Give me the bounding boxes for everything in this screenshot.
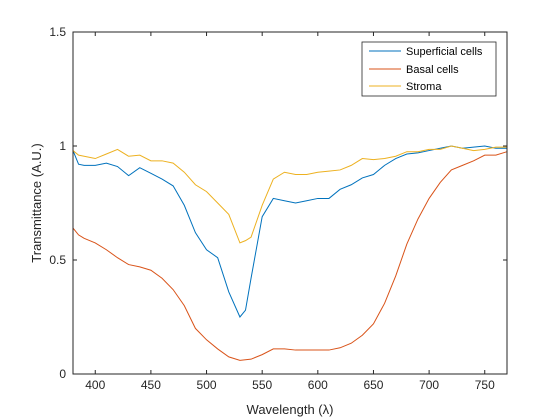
y-tick-label: 0.5 (49, 253, 66, 267)
series-line-superficial-cells (72, 145, 507, 318)
x-tick-label: 600 (308, 378, 328, 392)
y-tick-label: 0 (59, 367, 66, 381)
y-axis-ticks: 0 0.5 1 1.5 (49, 25, 507, 381)
y-axis-label: Transmittance (A.U.) (29, 143, 44, 262)
x-axis-label: Wavelength (λ) (247, 402, 334, 417)
series-layer (72, 145, 508, 361)
x-axis-ticks: 400 450 500 550 600 650 700 750 (85, 32, 495, 392)
legend-label-stroma: Stroma (406, 81, 442, 93)
x-tick-label: 700 (419, 378, 439, 392)
x-tick-label: 750 (475, 378, 495, 392)
legend-label-basal-cells: Basal cells (406, 64, 459, 76)
series-line-basal-cells (72, 151, 508, 361)
series-line-stroma (72, 145, 507, 244)
x-tick-label: 550 (252, 378, 272, 392)
axes-box (72, 31, 508, 375)
legend: Superficial cells Basal cells Stroma (361, 41, 497, 97)
legend-label-superficial-cells: Superficial cells (406, 46, 483, 58)
y-tick-label: 1 (59, 139, 66, 153)
x-tick-label: 400 (85, 378, 105, 392)
x-tick-label: 650 (363, 378, 383, 392)
x-tick-label: 450 (141, 378, 161, 392)
y-tick-label: 1.5 (49, 25, 66, 39)
x-tick-label: 500 (197, 378, 217, 392)
